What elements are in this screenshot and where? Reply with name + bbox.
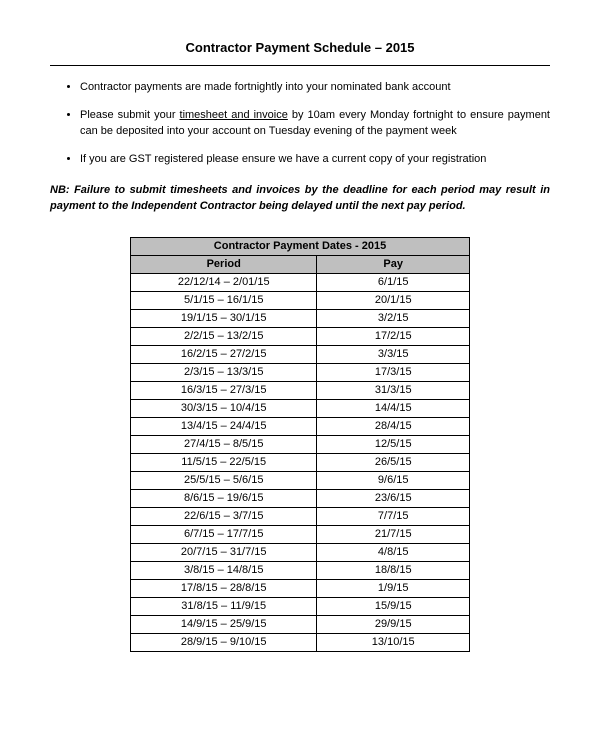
cell-period: 25/5/15 – 5/6/15 (131, 471, 317, 489)
column-header-pay: Pay (317, 255, 470, 273)
cell-pay: 17/2/15 (317, 327, 470, 345)
table-row: 19/1/15 – 30/1/153/2/15 (131, 309, 470, 327)
cell-pay: 18/8/15 (317, 561, 470, 579)
cell-period: 20/7/15 – 31/7/15 (131, 543, 317, 561)
page-title: Contractor Payment Schedule – 2015 (50, 40, 550, 55)
cell-pay: 21/7/15 (317, 525, 470, 543)
cell-pay: 1/9/15 (317, 579, 470, 597)
table-row: 28/9/15 – 9/10/1513/10/15 (131, 633, 470, 651)
cell-period: 31/8/15 – 11/9/15 (131, 597, 317, 615)
cell-pay: 3/2/15 (317, 309, 470, 327)
cell-pay: 13/10/15 (317, 633, 470, 651)
table-row: 2/2/15 – 13/2/1517/2/15 (131, 327, 470, 345)
payment-table: Contractor Payment Dates - 2015 Period P… (130, 237, 470, 652)
cell-period: 13/4/15 – 24/4/15 (131, 417, 317, 435)
cell-pay: 31/3/15 (317, 381, 470, 399)
cell-pay: 26/5/15 (317, 453, 470, 471)
cell-period: 17/8/15 – 28/8/15 (131, 579, 317, 597)
column-header-period: Period (131, 255, 317, 273)
title-rule (50, 65, 550, 66)
cell-period: 19/1/15 – 30/1/15 (131, 309, 317, 327)
table-body: 22/12/14 – 2/01/156/1/155/1/15 – 16/1/15… (131, 273, 470, 651)
table-row: 20/7/15 – 31/7/154/8/15 (131, 543, 470, 561)
table-row: 2/3/15 – 13/3/1517/3/15 (131, 363, 470, 381)
table-row: 16/3/15 – 27/3/1531/3/15 (131, 381, 470, 399)
cell-pay: 23/6/15 (317, 489, 470, 507)
cell-pay: 28/4/15 (317, 417, 470, 435)
cell-pay: 14/4/15 (317, 399, 470, 417)
table-container: Contractor Payment Dates - 2015 Period P… (50, 237, 550, 652)
table-row: 27/4/15 – 8/5/1512/5/15 (131, 435, 470, 453)
cell-period: 8/6/15 – 19/6/15 (131, 489, 317, 507)
cell-period: 16/3/15 – 27/3/15 (131, 381, 317, 399)
bullet-text-pre: Contractor payments are made fortnightly… (80, 81, 451, 93)
cell-period: 5/1/15 – 16/1/15 (131, 291, 317, 309)
table-row: 25/5/15 – 5/6/159/6/15 (131, 471, 470, 489)
cell-pay: 29/9/15 (317, 615, 470, 633)
cell-period: 3/8/15 – 14/8/15 (131, 561, 317, 579)
document-page: Contractor Payment Schedule – 2015 Contr… (0, 0, 600, 652)
table-row: 22/6/15 – 3/7/157/7/15 (131, 507, 470, 525)
cell-period: 6/7/15 – 17/7/15 (131, 525, 317, 543)
table-row: 5/1/15 – 16/1/1520/1/15 (131, 291, 470, 309)
cell-period: 27/4/15 – 8/5/15 (131, 435, 317, 453)
table-row: 30/3/15 – 10/4/1514/4/15 (131, 399, 470, 417)
bullet-list: Contractor payments are made fortnightly… (50, 80, 550, 168)
table-row: 22/12/14 – 2/01/156/1/15 (131, 273, 470, 291)
table-row: 16/2/15 – 27/2/153/3/15 (131, 345, 470, 363)
bullet-item: If you are GST registered please ensure … (80, 152, 550, 168)
cell-period: 16/2/15 – 27/2/15 (131, 345, 317, 363)
cell-pay: 15/9/15 (317, 597, 470, 615)
bullet-text-pre: If you are GST registered please ensure … (80, 153, 486, 165)
cell-period: 22/12/14 – 2/01/15 (131, 273, 317, 291)
cell-pay: 17/3/15 (317, 363, 470, 381)
table-row: 8/6/15 – 19/6/1523/6/15 (131, 489, 470, 507)
table-row: 17/8/15 – 28/8/151/9/15 (131, 579, 470, 597)
cell-period: 11/5/15 – 22/5/15 (131, 453, 317, 471)
cell-pay: 9/6/15 (317, 471, 470, 489)
bullet-text-underline: timesheet and invoice (180, 109, 288, 121)
table-row: 14/9/15 – 25/9/1529/9/15 (131, 615, 470, 633)
cell-pay: 20/1/15 (317, 291, 470, 309)
cell-period: 14/9/15 – 25/9/15 (131, 615, 317, 633)
cell-pay: 3/3/15 (317, 345, 470, 363)
bullet-item: Please submit your timesheet and invoice… (80, 108, 550, 140)
cell-pay: 4/8/15 (317, 543, 470, 561)
table-row: 31/8/15 – 11/9/1515/9/15 (131, 597, 470, 615)
bullet-item: Contractor payments are made fortnightly… (80, 80, 550, 96)
table-title: Contractor Payment Dates - 2015 (131, 237, 470, 255)
cell-pay: 6/1/15 (317, 273, 470, 291)
cell-period: 2/2/15 – 13/2/15 (131, 327, 317, 345)
bullet-text-pre: Please submit your (80, 109, 180, 121)
table-row: 3/8/15 – 14/8/1518/8/15 (131, 561, 470, 579)
cell-period: 30/3/15 – 10/4/15 (131, 399, 317, 417)
cell-period: 28/9/15 – 9/10/15 (131, 633, 317, 651)
table-row: 6/7/15 – 17/7/1521/7/15 (131, 525, 470, 543)
table-row: 11/5/15 – 22/5/1526/5/15 (131, 453, 470, 471)
cell-period: 22/6/15 – 3/7/15 (131, 507, 317, 525)
cell-pay: 12/5/15 (317, 435, 470, 453)
nb-note: NB: Failure to submit timesheets and inv… (50, 182, 550, 215)
cell-period: 2/3/15 – 13/3/15 (131, 363, 317, 381)
table-row: 13/4/15 – 24/4/1528/4/15 (131, 417, 470, 435)
cell-pay: 7/7/15 (317, 507, 470, 525)
